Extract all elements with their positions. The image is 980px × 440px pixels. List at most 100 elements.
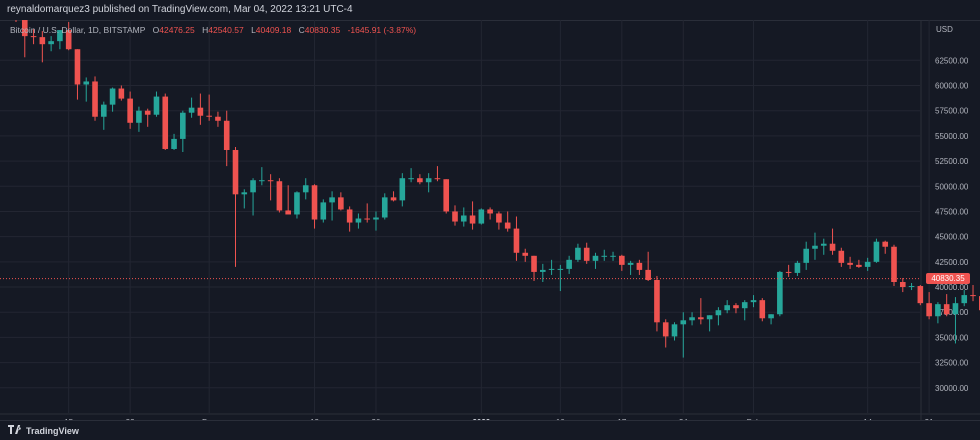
tradingview-brand: TradingView [26,426,79,436]
candle-body [513,228,520,253]
candle-body [935,304,941,317]
candle-body [136,110,142,123]
candle-body [522,252,529,256]
candle-body [785,271,792,273]
candle-body [926,303,932,317]
candle-body [627,262,634,265]
price-tick-label: 40000.00 [935,283,969,292]
candle-body [970,295,976,297]
candle-body [364,218,370,220]
footer-bar: TradingView [0,420,980,440]
candle-body [741,302,748,309]
candle-body [443,179,450,212]
candle-body [469,215,476,224]
candle-body [311,185,318,220]
price-tick-label: 60000.00 [935,82,969,91]
candle-body [531,255,537,272]
candle-body [285,210,291,215]
candle-body [381,197,388,218]
candle-body [30,36,37,38]
tradingview-logo[interactable]: TradingView [8,425,79,437]
change-value: -1645.91 (-3.87%) [347,25,417,35]
low-value: L40409.18 [251,25,292,35]
candle-body [92,81,98,117]
candle-body [882,241,889,247]
candle-body [759,300,766,319]
candle-body [671,324,678,337]
candle-body [478,209,485,224]
candle-body [794,262,801,273]
candle-body [197,107,204,116]
candle-body [724,305,730,311]
candle-body [680,320,687,325]
candle-body [689,317,695,321]
candle-body [856,264,862,267]
candle-body [873,241,880,262]
candle-body [452,211,458,222]
candle-body [566,259,572,269]
candles [13,0,980,358]
candle-body [460,215,467,222]
candle-body [408,178,414,180]
candle-body [223,120,230,150]
candle-body [109,88,116,105]
price-tick-label: 32500.00 [935,359,969,368]
price-tick-label: 57500.00 [935,107,969,116]
last-price-tag: 40830.35 [926,273,970,285]
candlestick-chart[interactable]: 30000.00 32500.00 35000.00 37500.00 40000.00… [0,0,980,427]
publisher-bar: reynaldomarquez3 published on TradingVie… [0,0,980,21]
chart-area[interactable]: 30000.00 32500.00 35000.00 37500.00 40000.00… [0,0,980,427]
candle-body [504,222,511,229]
candle-body [662,322,669,337]
candle-body [144,110,151,115]
high-value: H42540.57 [202,25,244,35]
symbol-label: Bitcoin / U.S. Dollar, 1D, BITSTAMP [10,25,146,35]
candle-body [48,41,54,45]
candle-body [259,180,265,182]
candle-body [417,178,423,183]
price-tick-label: 35000.00 [935,333,969,342]
candle-body [153,96,160,115]
candle-body [434,178,441,180]
candle-body [654,279,660,323]
candle-body [733,305,739,309]
candle-body [829,243,836,251]
tradingview-logo-icon [8,425,22,437]
candle-body [750,300,757,303]
candle-body [899,282,906,288]
candle-body [768,314,774,319]
candle-body [645,269,651,280]
candle-body [188,107,195,113]
price-tick-label: 30000.00 [935,384,969,393]
candle-body [425,178,432,183]
candle-body [847,262,853,265]
candle-body [180,112,186,139]
candle-body [610,255,616,257]
price-tick-label: 55000.00 [935,132,969,141]
candle-body [373,217,379,220]
open-value: O42476.25 [152,25,195,35]
candle-body [65,30,72,50]
candle-body [583,247,590,261]
candle-body [329,197,335,203]
publisher-text: reynaldomarquez3 published on TradingVie… [7,4,353,15]
currency-label[interactable]: USD [936,25,953,34]
candle-body [162,96,169,149]
candle-body [636,262,643,270]
candle-body [338,197,344,210]
candle-body [320,202,327,220]
candle-body [548,268,555,270]
candle-body [487,209,493,214]
candle-body [557,268,564,270]
candle-body [390,197,397,201]
close-value: C40830.35 [298,25,341,35]
candle-body [777,271,783,315]
candle-body [21,15,28,37]
candle-body [171,138,177,149]
candle-body [346,209,353,223]
candle-body [267,180,274,182]
candle-body [908,286,915,288]
candle-body [592,255,599,261]
candle-body [302,185,309,193]
price-tick-label: 45000.00 [935,233,969,242]
